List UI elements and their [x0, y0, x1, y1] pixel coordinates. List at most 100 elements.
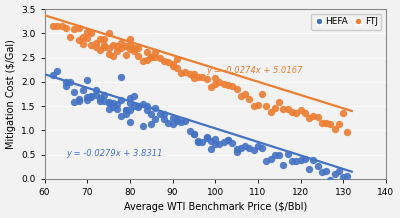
Point [169, 63, 176, 66]
Point [110, 101, 116, 105]
Point [88, 31, 95, 34]
Point [225, 138, 231, 141]
Point [191, 132, 197, 136]
Point [195, 140, 201, 143]
Point [54, 25, 60, 28]
Point [297, 158, 304, 162]
Point [148, 55, 154, 58]
Point [174, 58, 180, 61]
Point [229, 141, 236, 145]
Point [208, 140, 214, 143]
Point [105, 100, 112, 104]
Point [131, 50, 137, 53]
Point [220, 83, 227, 86]
Point [135, 105, 142, 108]
Point [131, 94, 137, 98]
Point [344, 174, 351, 178]
Point [50, 73, 56, 77]
Point [178, 120, 184, 124]
Point [161, 118, 167, 121]
Point [97, 49, 103, 52]
Point [310, 114, 316, 118]
Point [105, 46, 112, 50]
Point [84, 30, 90, 34]
Point [76, 99, 82, 102]
Point [195, 140, 201, 143]
Point [225, 83, 231, 87]
Point [280, 107, 287, 110]
Point [84, 79, 90, 82]
Point [144, 51, 150, 54]
Point [238, 146, 244, 150]
Point [280, 163, 287, 166]
Point [76, 39, 82, 42]
Point [182, 70, 188, 74]
Point [97, 99, 103, 103]
Point [332, 172, 338, 176]
Point [127, 108, 133, 112]
Point [101, 93, 108, 96]
Point [101, 100, 108, 103]
Point [268, 157, 274, 160]
Point [216, 80, 223, 83]
Point [88, 95, 95, 99]
Point [63, 26, 69, 29]
Point [276, 100, 282, 104]
Point [127, 47, 133, 50]
Point [204, 136, 210, 139]
Point [178, 71, 184, 75]
Point [233, 147, 240, 150]
X-axis label: Average WTI Benchmark Price ($/Bbl): Average WTI Benchmark Price ($/Bbl) [124, 203, 307, 213]
Point [127, 37, 133, 41]
Point [131, 46, 137, 49]
Point [255, 104, 261, 107]
Point [186, 73, 193, 76]
Point [54, 70, 60, 73]
Point [140, 124, 146, 128]
Point [340, 112, 346, 115]
Point [327, 122, 334, 126]
Point [212, 137, 218, 141]
Point [88, 95, 95, 98]
Point [302, 157, 308, 160]
Point [101, 45, 108, 48]
Point [152, 118, 159, 121]
Point [140, 103, 146, 106]
Y-axis label: Mitigation Cost ($/Gal): Mitigation Cost ($/Gal) [6, 39, 16, 149]
Point [242, 92, 248, 96]
Point [122, 44, 129, 48]
Point [97, 96, 103, 99]
Point [122, 53, 129, 56]
Point [246, 146, 252, 150]
Point [67, 35, 73, 38]
Point [118, 47, 124, 50]
Point [208, 85, 214, 89]
Point [174, 120, 180, 123]
Point [71, 91, 78, 94]
Point [174, 118, 180, 122]
Point [191, 76, 197, 80]
Point [122, 108, 129, 111]
Point [323, 169, 329, 173]
Point [293, 111, 300, 115]
Point [105, 102, 112, 105]
Point [80, 35, 86, 39]
Point [114, 44, 120, 48]
Point [229, 85, 236, 88]
Point [165, 60, 172, 63]
Point [344, 131, 351, 134]
Point [105, 108, 112, 111]
Point [284, 107, 291, 110]
Point [63, 85, 69, 88]
Point [255, 144, 261, 148]
Point [144, 105, 150, 108]
Point [84, 98, 90, 101]
Point [148, 55, 154, 59]
Point [110, 44, 116, 47]
Point [105, 31, 112, 34]
Point [186, 129, 193, 133]
Point [84, 96, 90, 99]
Point [131, 104, 137, 108]
Point [92, 45, 99, 48]
Point [306, 116, 312, 120]
